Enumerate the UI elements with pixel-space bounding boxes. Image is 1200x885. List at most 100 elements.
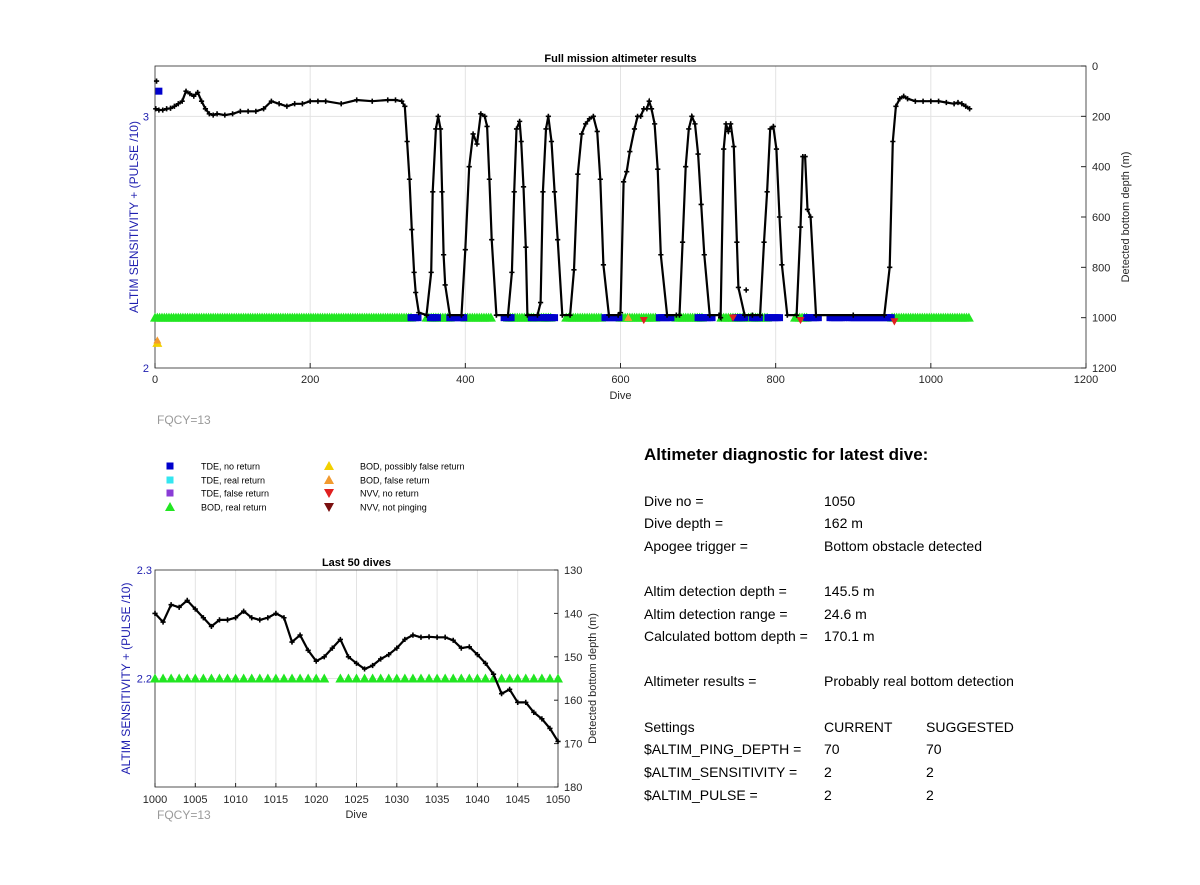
- depth-point-marker: [435, 113, 441, 119]
- depth-point-marker: [901, 93, 907, 99]
- depth-point-marker: [515, 699, 521, 705]
- depth-point-marker: [631, 126, 638, 132]
- depth-point-marker: [208, 623, 215, 630]
- y-right-tick-label: 400: [1092, 162, 1110, 174]
- setting-label-sensitivity: $ALTIM_SENSITIVITY =: [644, 764, 798, 780]
- legend-label: TDE, false return: [201, 489, 269, 499]
- depth-point-marker: [490, 671, 497, 677]
- diag-label-bottom-depth: Calculated bottom depth =: [644, 628, 808, 644]
- depth-point-marker: [338, 101, 344, 107]
- bod-real-return-marker: [399, 673, 410, 683]
- legend-swatch: [166, 462, 174, 470]
- depth-point-marker: [743, 287, 749, 293]
- depth-point-marker: [281, 615, 287, 621]
- nvv-no-return-marker: [796, 316, 805, 325]
- depth-point-marker: [505, 312, 511, 318]
- depth-point-marker: [458, 312, 465, 318]
- depth-point-marker: [559, 312, 565, 318]
- depth-point-marker: [679, 239, 686, 245]
- depth-point-marker: [289, 639, 295, 645]
- legend-swatch: [166, 476, 174, 484]
- depth-point-marker: [513, 126, 520, 132]
- bod-real-return-marker: [415, 673, 426, 683]
- bod-real-return-marker: [311, 673, 322, 683]
- depth-point-marker: [652, 121, 658, 127]
- depth-point-marker: [416, 310, 422, 316]
- setting-label-ping-depth: $ALTIM_PING_DEPTH =: [644, 741, 802, 757]
- depth-point-marker: [160, 619, 166, 625]
- depth-point-marker: [935, 98, 942, 104]
- diag-value-dive-depth: 162 m: [824, 515, 863, 531]
- depth-point-marker: [305, 647, 311, 653]
- depth-point-marker: [567, 312, 573, 318]
- x-tick-label: 1200: [1074, 374, 1098, 386]
- depth-point-marker: [434, 634, 440, 640]
- depth-point-marker: [430, 189, 436, 195]
- depth-point-marker: [191, 93, 197, 99]
- depth-point-marker: [276, 101, 282, 107]
- depth-point-marker: [370, 662, 376, 669]
- legend-swatch: [324, 489, 334, 498]
- y-right-tick-label: 150: [564, 652, 582, 664]
- depth-point-marker: [224, 617, 231, 623]
- bod-real-return-marker: [182, 673, 193, 683]
- depth-point-marker: [555, 738, 561, 745]
- tde-no-return-marker: [667, 314, 675, 322]
- depth-point-marker: [299, 101, 306, 107]
- depth-point-marker: [648, 106, 655, 112]
- diag-value-apogee-trigger: Bottom obstacle detected: [824, 538, 982, 554]
- depth-point-marker: [195, 89, 201, 96]
- depth-point-marker: [912, 98, 918, 104]
- depth-point-marker: [171, 103, 177, 109]
- y-right-axis-label: Detected bottom depth (m): [1120, 152, 1132, 283]
- depth-point-marker: [701, 252, 707, 258]
- x-axis-label: Dive: [345, 809, 367, 821]
- depth-point-marker: [423, 312, 430, 318]
- depth-point-marker: [418, 634, 424, 640]
- x-tick-label: 800: [766, 374, 784, 386]
- depth-series-line: [155, 89, 971, 322]
- bod-real-return-marker: [254, 673, 265, 683]
- y-left-tick-label: 2.3: [137, 565, 152, 577]
- bod-real-return-marker: [391, 673, 402, 683]
- y-right-tick-label: 130: [564, 565, 582, 577]
- bod-real-return-marker: [351, 673, 362, 683]
- bod-real-return-marker: [528, 673, 539, 683]
- depth-point-marker: [655, 166, 661, 172]
- depth-point-marker: [523, 699, 529, 705]
- diag-label-dive-depth: Dive depth =: [644, 515, 723, 531]
- depth-point-marker: [511, 189, 517, 195]
- y-right-tick-label: 800: [1092, 262, 1110, 274]
- depth-point-marker: [523, 244, 529, 250]
- diagnostic-title: Altimeter diagnostic for latest dive:: [644, 445, 929, 464]
- depth-point-marker: [520, 184, 527, 190]
- depth-point-marker: [152, 610, 158, 616]
- depth-point-marker: [442, 634, 448, 640]
- bod-real-return-marker: [472, 673, 483, 683]
- depth-point-marker: [385, 97, 391, 103]
- legend-swatch: [166, 489, 174, 497]
- depth-point-marker: [804, 206, 811, 213]
- depth-point-marker: [216, 617, 223, 623]
- bod-real-return-marker: [485, 312, 496, 322]
- depth-point-marker: [943, 99, 949, 106]
- depth-point-marker: [579, 131, 585, 137]
- x-tick-label: 1000: [143, 794, 167, 806]
- depth-point-marker: [392, 97, 399, 103]
- depth-point-marker: [545, 113, 551, 119]
- depth-point-marker: [447, 312, 453, 318]
- depth-point-marker: [184, 597, 190, 603]
- depth-point-marker: [734, 239, 740, 245]
- frequency-annotation: FQCY=13: [157, 413, 211, 427]
- x-tick-label: 0: [152, 374, 158, 386]
- tde-no-return-marker: [414, 314, 422, 322]
- depth-point-marker: [261, 106, 267, 112]
- depth-point-marker: [411, 269, 417, 275]
- depth-point-marker: [735, 284, 742, 291]
- depth-point-marker: [292, 101, 298, 107]
- bod-real-return-marker: [246, 673, 257, 683]
- depth-point-marker: [369, 98, 375, 104]
- tde-no-return-marker: [776, 314, 784, 322]
- bod-real-return-marker: [367, 673, 378, 683]
- depth-point-marker: [646, 98, 652, 104]
